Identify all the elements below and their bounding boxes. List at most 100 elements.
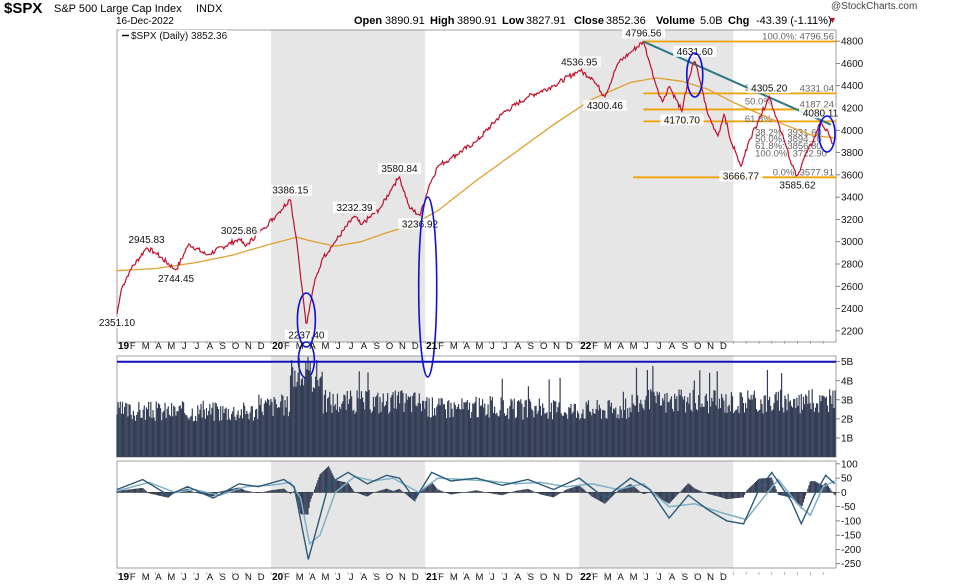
year-band-2-1 xyxy=(579,461,734,568)
x-axis-month-label: D xyxy=(566,572,573,583)
fib-retracement-label: 50.0%: 3894.10 xyxy=(755,134,822,145)
price-annotation-bg xyxy=(154,273,198,285)
x-axis-month-label: M xyxy=(604,572,612,583)
price-annotation: 3236.92 xyxy=(402,219,439,230)
x-axis-year-label: 20 xyxy=(272,572,284,583)
x-axis-month-label: J xyxy=(490,572,495,583)
fib-level-label: 4187.24 xyxy=(800,99,834,110)
macd-y-tick-label: 100 xyxy=(841,459,858,470)
x-axis-month-label: O xyxy=(232,341,239,352)
x-axis-month-label: D xyxy=(720,572,727,583)
price-annotation: 2744.45 xyxy=(158,274,195,285)
x-axis-month-label: J xyxy=(657,572,662,583)
x-axis-month-label: M xyxy=(167,341,175,352)
x-axis-month-label: F xyxy=(438,341,444,352)
price-y-tick-label: 4200 xyxy=(841,104,864,115)
volume-y-tick-label: 4B xyxy=(841,376,854,387)
x-axis-month-label: O xyxy=(694,572,701,583)
moving-average-line xyxy=(116,77,835,272)
change-label: Chg xyxy=(728,15,750,27)
change-down-arrow-icon: ▼ xyxy=(828,15,837,25)
x-axis-month-label: A xyxy=(463,572,470,583)
open-value: 3890.91 xyxy=(385,15,425,27)
x-axis-month-label: O xyxy=(386,572,393,583)
volume-value: 5.0B xyxy=(700,15,723,27)
year-band-2-0 xyxy=(271,461,426,568)
fib-retracement-label: 50.0% xyxy=(745,96,772,107)
x-axis-month-label: J xyxy=(195,341,200,352)
x-axis-month-label: N xyxy=(399,341,406,352)
x-axis-month-label: J xyxy=(490,341,495,352)
price-annotation-bg xyxy=(583,99,627,111)
highlight-circle xyxy=(296,292,317,348)
x-axis-month-label: A xyxy=(515,572,522,583)
x-axis-year-label: 19 xyxy=(118,572,130,583)
low-label: Low xyxy=(502,15,524,27)
fib-retracement-label: 61.8%: 3856.80 xyxy=(755,141,822,152)
x-axis-month-label: J xyxy=(336,572,341,583)
low-value: 3827.91 xyxy=(526,15,566,27)
volume-y-tick-label: 2B xyxy=(841,414,854,425)
x-axis-month-label: J xyxy=(644,341,649,352)
price-annotation-bg xyxy=(284,329,328,341)
close-value: 3852.36 xyxy=(606,15,646,27)
x-axis-month-label: M xyxy=(630,341,638,352)
security-name: S&P 500 Large Cap Index xyxy=(54,3,182,15)
x-axis-month-label: S xyxy=(528,572,534,583)
x-axis-month-label: A xyxy=(309,572,316,583)
x-axis-month-label: N xyxy=(553,341,560,352)
price-annotation-bg xyxy=(398,218,442,230)
x-axis-month-label: F xyxy=(438,572,444,583)
price-y-tick-label: 3600 xyxy=(841,170,864,181)
x-axis-month-label: F xyxy=(592,572,598,583)
x-axis-month-label: F xyxy=(130,341,136,352)
x-axis-month-label: D xyxy=(566,341,573,352)
x-axis-month-label: A xyxy=(515,341,522,352)
price-annotation: 4536.95 xyxy=(561,57,598,68)
price-annotation-bg xyxy=(719,170,763,182)
x-axis-month-label: D xyxy=(412,572,419,583)
x-axis-month-label: M xyxy=(450,341,458,352)
price-annotation: 4305.20 xyxy=(751,83,788,94)
change-value: -43.39 (-1.11%) xyxy=(756,15,832,27)
price-annotation: 3585.62 xyxy=(779,180,816,191)
x-axis-month-label: A xyxy=(155,572,162,583)
x-axis-month-label: M xyxy=(604,341,612,352)
volume-y-tick-label: 1B xyxy=(841,433,854,444)
price-y-tick-label: 3000 xyxy=(841,237,864,248)
price-annotation-bg xyxy=(377,162,422,174)
price-annotation: 4300.46 xyxy=(587,101,624,112)
price-annotation: 3580.84 xyxy=(381,164,418,175)
x-axis-month-label: M xyxy=(450,572,458,583)
price-y-tick-label: 4400 xyxy=(841,81,864,92)
price-annotation: 3666.77 xyxy=(723,171,760,182)
highlight-circle xyxy=(818,115,836,153)
macd-y-tick-label: -100 xyxy=(841,516,861,527)
x-axis-month-label: S xyxy=(682,341,688,352)
price-y-tick-label: 2400 xyxy=(841,304,864,315)
x-axis-month-label: J xyxy=(503,341,508,352)
x-axis-month-label: M xyxy=(321,572,329,583)
highlight-circle xyxy=(417,196,438,378)
x-axis-month-label: M xyxy=(630,572,638,583)
x-axis-month-label: S xyxy=(374,572,380,583)
x-axis-month-label: O xyxy=(540,572,547,583)
x-axis-year-label: 22 xyxy=(580,341,592,352)
x-axis-month-label: D xyxy=(720,341,727,352)
price-y-tick-label: 3800 xyxy=(841,148,864,159)
macd-y-tick-label: -150 xyxy=(841,531,861,542)
x-axis-month-label: A xyxy=(207,341,214,352)
x-axis-month-label: S xyxy=(682,572,688,583)
chart-header: $SPX S&P 500 Large Cap Index INDX @Stock… xyxy=(0,0,980,30)
price-annotation: 3232.39 xyxy=(336,203,373,214)
stockcharts-watermark: @StockCharts.com xyxy=(831,1,918,12)
x-axis-month-label: A xyxy=(309,341,316,352)
x-axis-month-label: S xyxy=(220,572,226,583)
x-axis-year-label: 21 xyxy=(426,572,438,583)
x-axis-month-label: M xyxy=(476,572,484,583)
x-axis-year-label: 20 xyxy=(272,341,284,352)
high-value: 3890.91 xyxy=(457,15,497,27)
price-annotation-bg xyxy=(798,107,843,119)
legend-bg xyxy=(119,30,227,41)
